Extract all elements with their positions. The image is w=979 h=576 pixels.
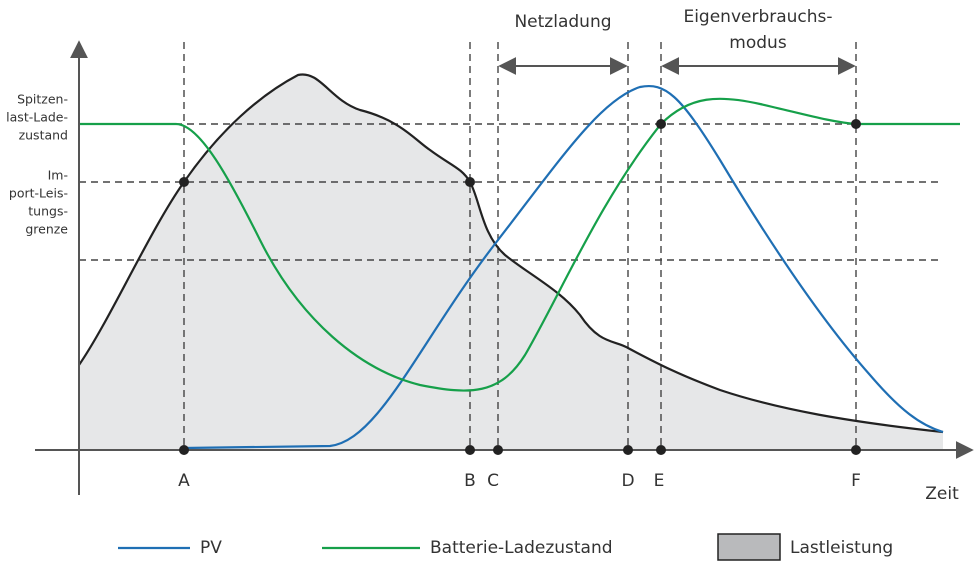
x-marker: F [851, 471, 861, 491]
battery-curve [79, 97, 960, 392]
x-marker: D [621, 471, 634, 491]
x-marker: B [464, 471, 476, 491]
x-marker: E [654, 471, 665, 491]
y-label: tungs- [28, 204, 68, 219]
pv-curve [183, 85, 944, 450]
annotation: Eigenverbrauchs- [683, 7, 832, 27]
annotation: modus [729, 33, 787, 53]
legend-label: Batterie-Ladezustand [430, 538, 613, 558]
annotation: Netzladung [514, 12, 611, 32]
legend-label: PV [200, 538, 222, 558]
legend: PV Batterie-Ladezustand Lastleistung [118, 533, 893, 561]
points [179, 119, 861, 455]
x-marker: C [487, 471, 499, 491]
y-label: Spitzen- [17, 92, 68, 107]
legend-label: Lastleistung [790, 538, 893, 558]
y-label: zustand [19, 128, 68, 143]
axes [35, 40, 974, 495]
load-area [79, 74, 943, 451]
y-label: Im- [48, 168, 68, 183]
y-label: port-Leis- [9, 186, 68, 201]
x-axis-label: Zeit [925, 484, 959, 504]
y-label: grenze [25, 222, 68, 237]
x-marker: A [178, 471, 190, 491]
y-label: last-Lade- [6, 110, 68, 125]
